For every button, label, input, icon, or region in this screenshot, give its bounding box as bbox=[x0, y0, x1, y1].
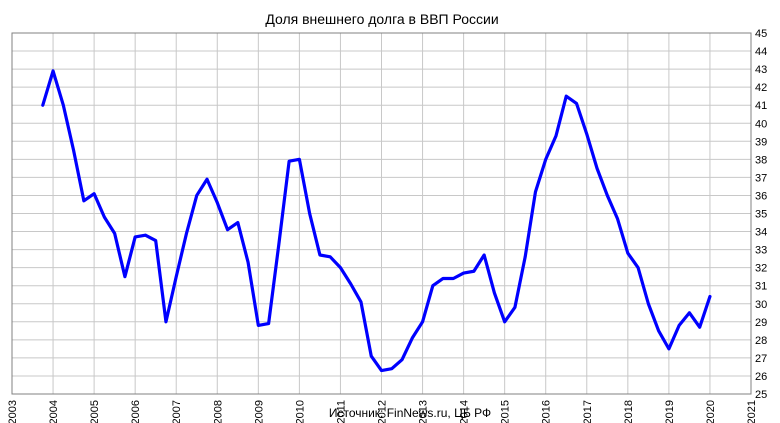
grid-lines bbox=[11, 32, 752, 395]
x-tick-label: 2017 bbox=[582, 400, 594, 423]
y-tick-label: 42 bbox=[755, 82, 767, 94]
x-tick-label: 2013 bbox=[418, 400, 430, 423]
chart-title: Доля внешнего долга в ВВП России bbox=[265, 11, 498, 27]
y-tick-label: 39 bbox=[755, 136, 767, 148]
y-tick-label: 41 bbox=[755, 100, 767, 112]
y-tick-label: 31 bbox=[755, 281, 767, 293]
y-tick-label: 34 bbox=[755, 227, 767, 239]
x-tick-label: 2012 bbox=[377, 400, 389, 423]
x-tick-label: 2019 bbox=[664, 400, 676, 423]
x-tick-label: 2011 bbox=[335, 400, 347, 423]
x-tick-label: 2010 bbox=[294, 400, 306, 423]
y-tick-label: 26 bbox=[755, 371, 767, 383]
y-tick-label: 27 bbox=[755, 353, 767, 365]
y-tick-label: 33 bbox=[755, 245, 767, 257]
x-tick-label: 2003 bbox=[7, 400, 19, 423]
series-layer bbox=[41, 69, 712, 373]
x-tick-label: 2016 bbox=[541, 400, 553, 423]
x-tick-label: 2020 bbox=[705, 400, 717, 423]
y-tick-label: 30 bbox=[755, 299, 767, 311]
y-tick-labels: 25 26 27 28 29 30 31 32 33 34 35 36 37 38 39 40 41 42 43 44… bbox=[755, 28, 767, 401]
y-tick-label: 45 bbox=[755, 28, 767, 40]
source-note: Источник: FinNews.ru, ЦБ РФ bbox=[329, 406, 491, 420]
y-tick-label: 29 bbox=[755, 317, 767, 329]
x-tick-label: 2021 bbox=[746, 400, 758, 423]
x-tick-label: 2009 bbox=[253, 400, 265, 423]
x-tick-label: 2005 bbox=[89, 400, 101, 423]
x-tick-label: 2007 bbox=[171, 400, 183, 423]
y-tick-label: 37 bbox=[755, 172, 767, 184]
x-tick-labels: 2003 2004 2005 2006 2007 2008 2009 2010 2011 2012… bbox=[7, 400, 758, 423]
y-tick-label: 40 bbox=[755, 118, 767, 130]
x-tick-label: 2015 bbox=[500, 400, 512, 423]
series-line bbox=[41, 69, 712, 373]
x-tick-label: 2014 bbox=[459, 400, 471, 423]
y-tick-label: 36 bbox=[755, 190, 767, 202]
y-tick-label: 35 bbox=[755, 209, 767, 221]
x-tick-label: 2004 bbox=[48, 400, 60, 423]
x-tick-label: 2008 bbox=[212, 400, 224, 423]
plot-frame bbox=[11, 32, 752, 395]
y-tick-label: 44 bbox=[755, 46, 767, 58]
y-tick-label: 28 bbox=[755, 335, 767, 347]
y-tick-label: 25 bbox=[755, 389, 767, 401]
y-tick-label: 43 bbox=[755, 64, 767, 76]
y-tick-label: 32 bbox=[755, 263, 767, 275]
x-tick-label: 2006 bbox=[130, 400, 142, 423]
y-tick-label: 38 bbox=[755, 154, 767, 166]
x-tick-label: 2018 bbox=[623, 400, 635, 423]
axes bbox=[11, 32, 752, 395]
